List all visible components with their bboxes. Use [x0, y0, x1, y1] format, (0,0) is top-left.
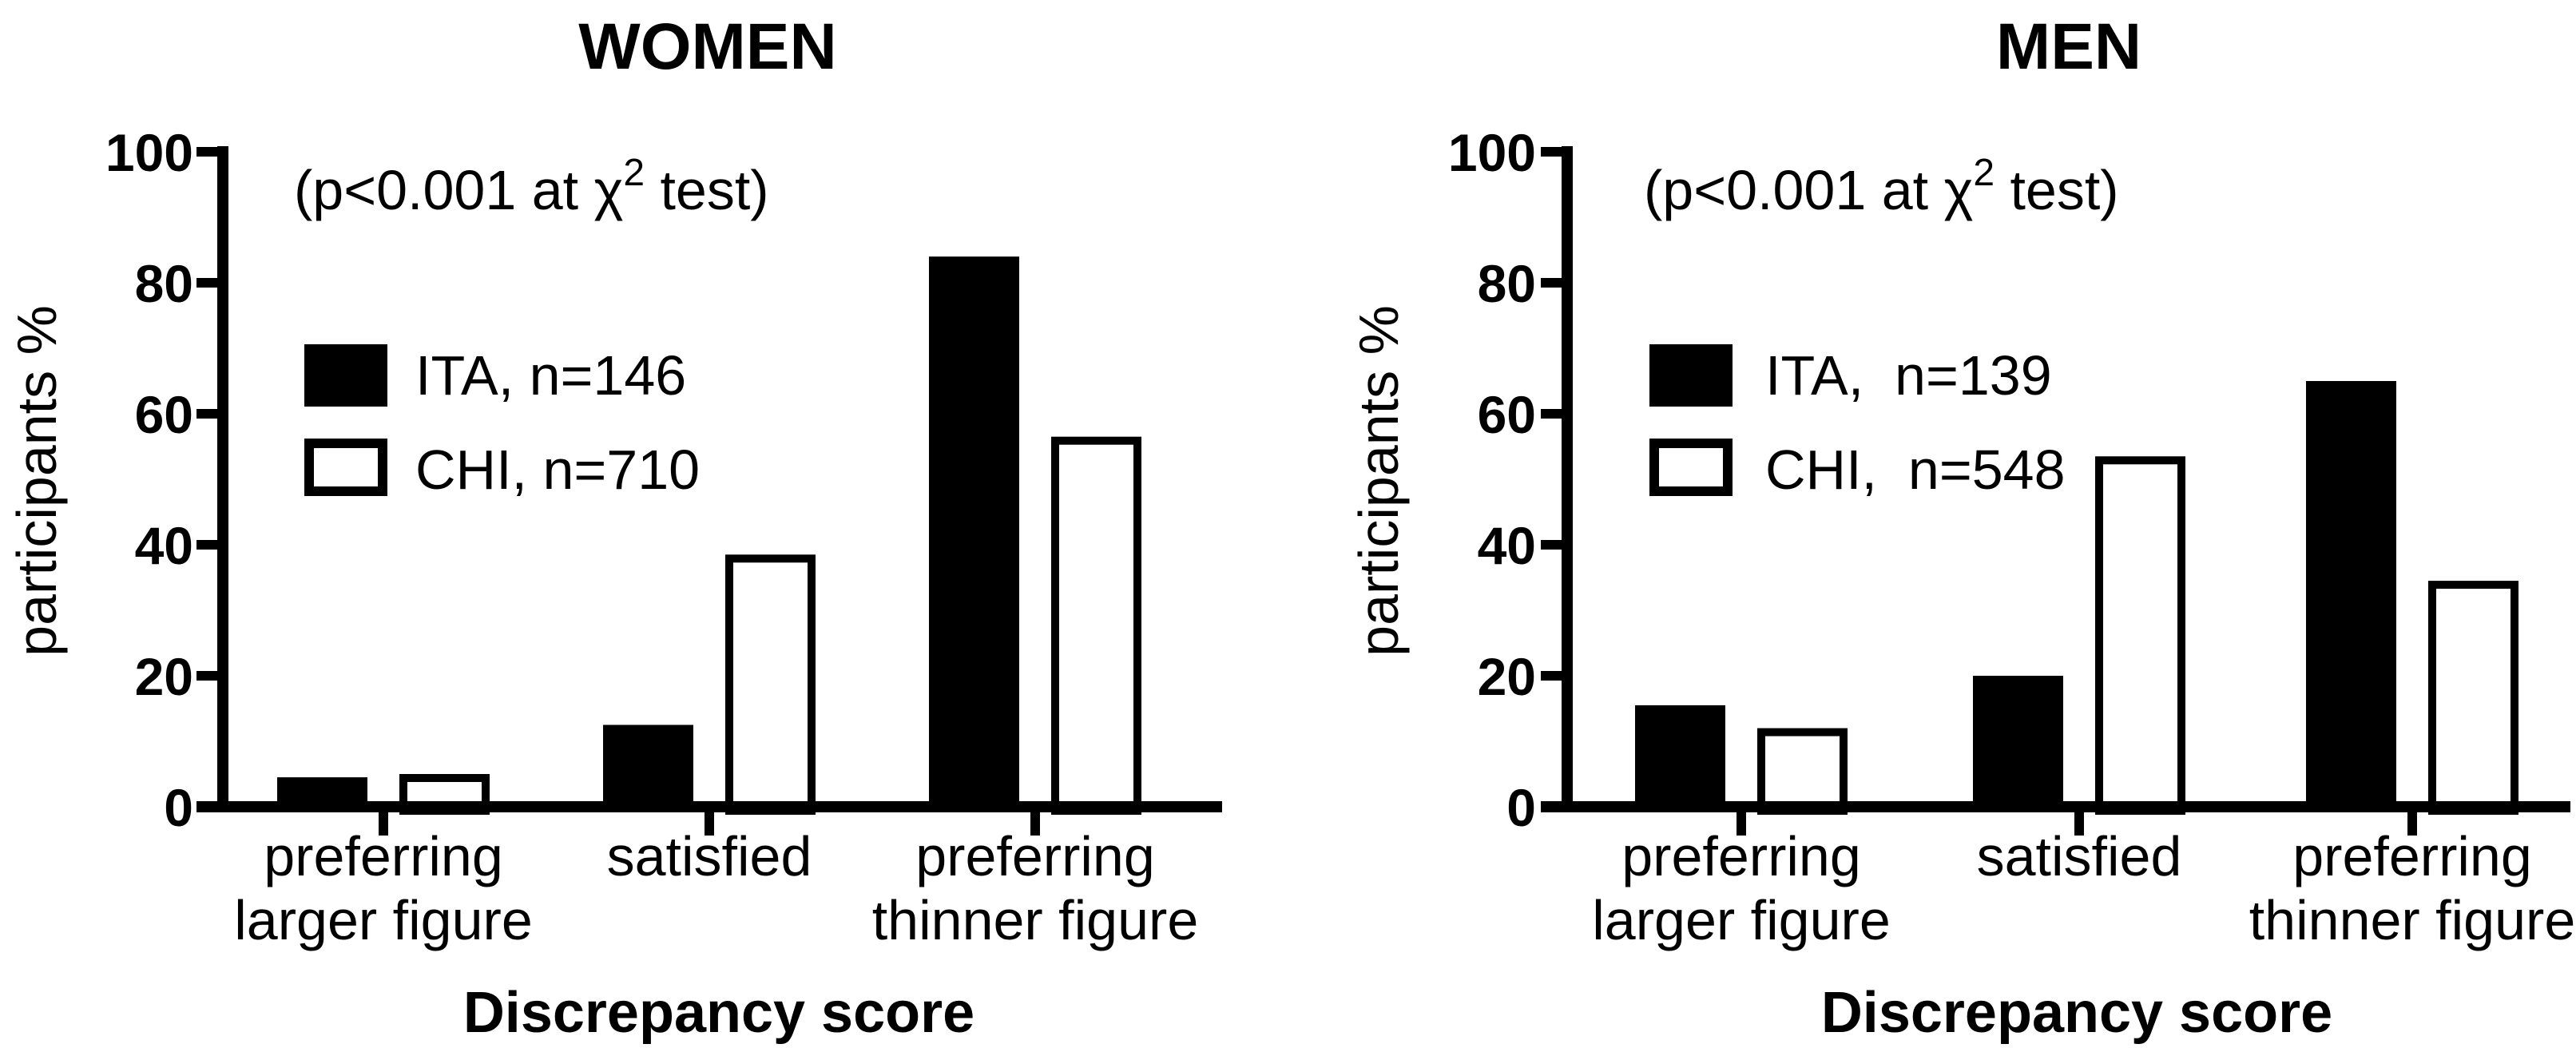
bar-women-chi-1 — [725, 554, 816, 815]
x-tick-0 — [1737, 812, 1746, 836]
y-tick-label-40: 40 — [1478, 516, 1536, 575]
p-value-annotation: (p<0.001 at χ2 test) — [294, 152, 769, 221]
y-tick-40 — [196, 540, 217, 550]
bar-women-ita-2 — [929, 256, 1019, 810]
y-tick-label-20: 20 — [1478, 647, 1536, 706]
bar-men-chi-2 — [2428, 581, 2518, 815]
bar-men-chi-0 — [1757, 728, 1848, 815]
category-label-1-line1: satisfied — [1977, 825, 2182, 887]
legend-swatch-ita — [304, 344, 387, 407]
x-axis-line — [1541, 801, 2570, 812]
x-axis-title: Discrepancy score — [463, 981, 974, 1044]
category-label-2-line1: preferring — [2292, 825, 2532, 887]
y-axis-title: participants % — [6, 305, 68, 657]
y-tick-label-80: 80 — [135, 254, 193, 313]
y-tick-60 — [196, 409, 217, 419]
x-axis-line — [196, 801, 1222, 812]
p-value-annotation: (p<0.001 at χ2 test) — [1644, 152, 2119, 221]
bar-men-ita-2 — [2306, 381, 2396, 810]
y-tick-label-80: 80 — [1478, 254, 1536, 313]
category-label-2-line2: thinner figure — [2249, 889, 2576, 951]
category-label-1-line1: satisfied — [607, 825, 812, 887]
y-tick-40 — [1541, 540, 1562, 550]
category-label-0-line2: larger figure — [1592, 889, 1891, 951]
legend-swatch-chi — [1649, 439, 1733, 496]
category-label-0-line2: larger figure — [234, 889, 533, 951]
legend-label-chi: CHI, n=548 — [1765, 439, 2066, 501]
legend-swatch-chi — [304, 439, 387, 496]
bar-men-chi-1 — [2095, 456, 2185, 815]
legend-label-ita: ITA, n=146 — [415, 344, 686, 407]
legend-swatch-ita — [1649, 344, 1733, 407]
y-tick-label-100: 100 — [105, 123, 193, 182]
y-tick-20 — [1541, 671, 1562, 681]
x-tick-1 — [705, 812, 714, 836]
y-tick-label-20: 20 — [135, 647, 193, 706]
category-label-0-line1: preferring — [264, 825, 503, 887]
y-tick-label-40: 40 — [135, 516, 193, 575]
x-tick-0 — [379, 812, 388, 836]
y-tick-20 — [196, 671, 217, 681]
y-tick-label-100: 100 — [1448, 123, 1536, 182]
legend-men: ITA, n=139 CHI, n=548 — [1649, 344, 2066, 501]
bar-men-ita-0 — [1635, 705, 1725, 810]
x-tick-2 — [1030, 812, 1040, 836]
legend-label-chi: CHI, n=710 — [415, 439, 700, 501]
y-tick-80 — [196, 278, 217, 288]
y-axis-line — [1562, 146, 1573, 812]
y-tick-100 — [196, 147, 217, 157]
y-axis-line — [217, 146, 228, 812]
category-label-2-line1: preferring — [915, 825, 1155, 887]
bar-men-ita-1 — [1973, 676, 2063, 810]
y-tick-60 — [1541, 409, 1562, 419]
bar-women-chi-2 — [1051, 436, 1141, 815]
legend-label-ita: ITA, n=139 — [1765, 344, 2052, 407]
x-axis-title: Discrepancy score — [1821, 981, 2332, 1044]
bar-women-ita-1 — [603, 724, 693, 810]
legend-women: ITA, n=146 CHI, n=710 — [304, 344, 700, 501]
y-axis-title: participants % — [1348, 305, 1410, 657]
panel-title-men: MEN — [1996, 10, 2141, 83]
y-tick-label-60: 60 — [1478, 385, 1536, 444]
y-tick-label-60: 60 — [135, 385, 193, 444]
y-tick-80 — [1541, 278, 1562, 288]
y-tick-label-0: 0 — [1506, 778, 1536, 837]
category-label-0-line1: preferring — [1621, 825, 1861, 887]
x-tick-2 — [2407, 812, 2417, 836]
y-tick-label-0: 0 — [164, 778, 193, 837]
category-label-2-line2: thinner figure — [872, 889, 1199, 951]
y-tick-100 — [1541, 147, 1562, 157]
panel-title-women: WOMEN — [578, 10, 836, 83]
x-tick-1 — [2074, 812, 2084, 836]
